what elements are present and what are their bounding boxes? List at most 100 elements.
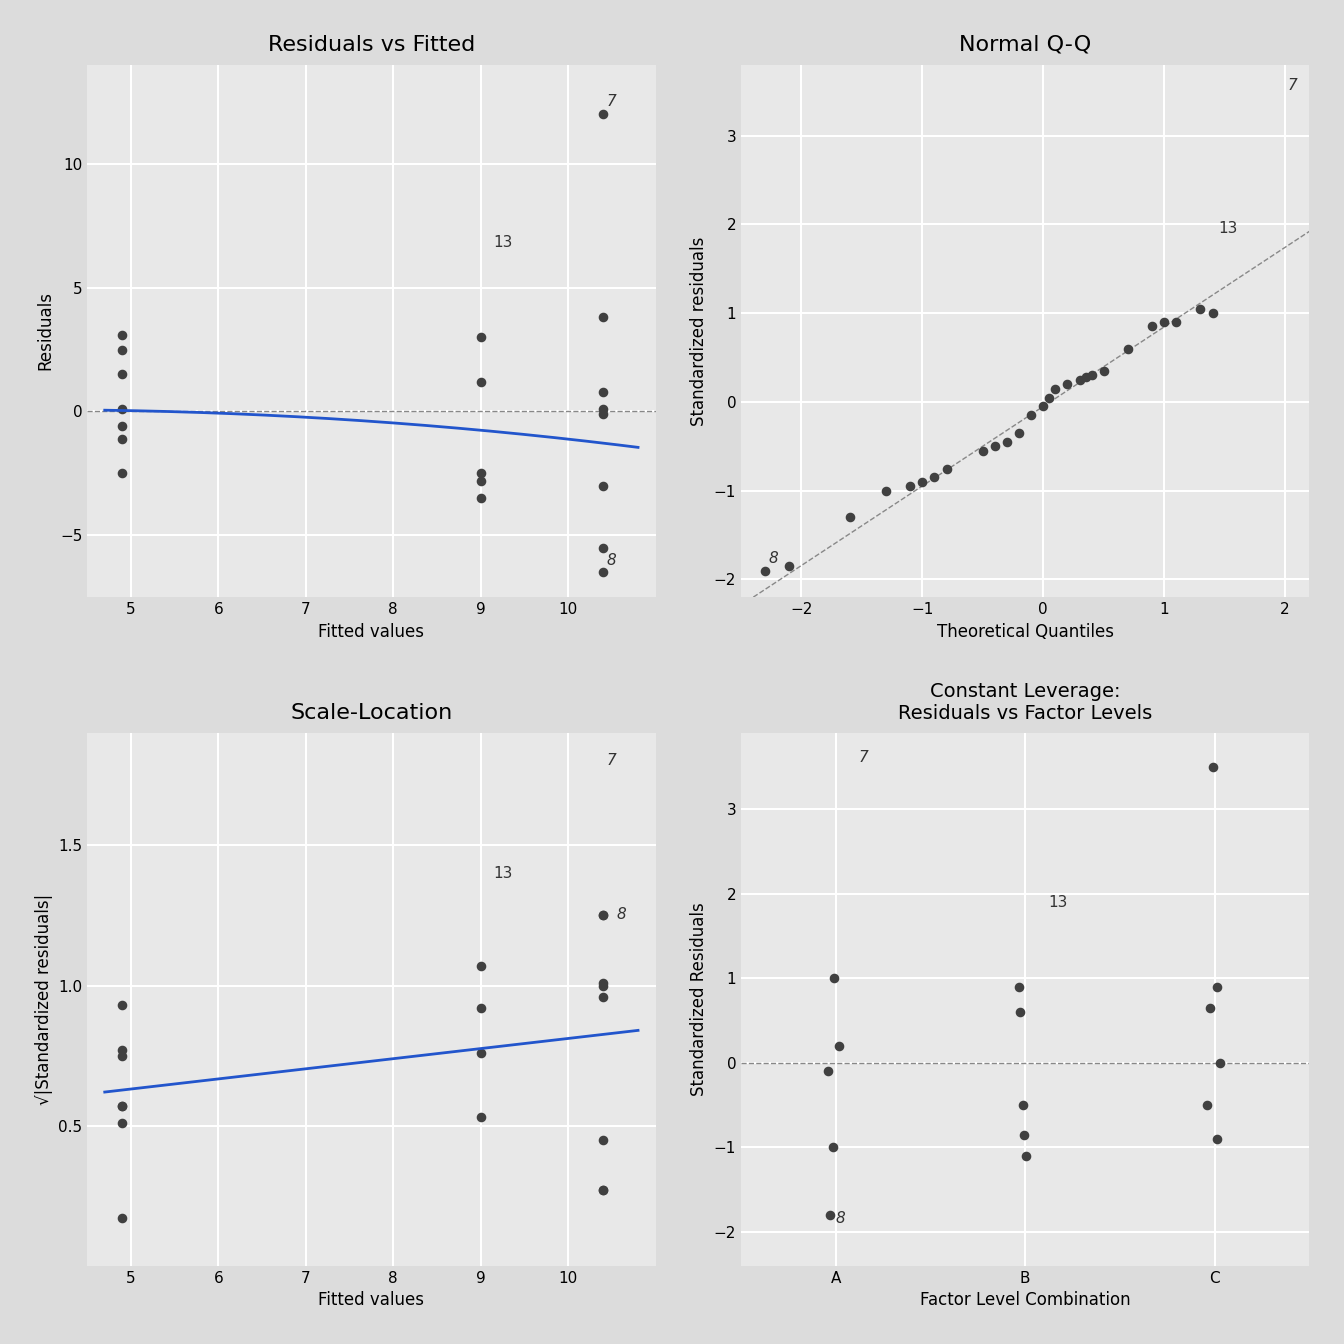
Text: 8: 8 [616,907,626,922]
Point [470,997,492,1019]
Point [112,1095,133,1117]
Point [1015,1145,1036,1167]
Point [1210,1052,1231,1074]
Point [1202,302,1223,324]
Point [828,1035,849,1056]
Point [112,1039,133,1060]
Point [996,431,1017,453]
Point [112,339,133,360]
Point [112,1044,133,1066]
X-axis label: Fitted values: Fitted values [319,1292,425,1309]
Point [839,507,860,528]
Point [593,380,614,402]
Point [1141,316,1163,337]
Point [112,1111,133,1133]
Point [1056,374,1078,395]
Point [824,968,845,989]
Point [1207,1129,1228,1150]
Point [1044,378,1066,399]
Text: 13: 13 [493,235,513,250]
Text: 13: 13 [1219,222,1238,237]
Y-axis label: √|Standardized residuals|: √|Standardized residuals| [35,894,52,1105]
Point [593,986,614,1008]
Point [1009,1001,1031,1023]
Y-axis label: Residuals: Residuals [36,292,55,371]
X-axis label: Factor Level Combination: Factor Level Combination [919,1292,1130,1309]
Y-axis label: Standardized Residuals: Standardized Residuals [691,903,708,1097]
Point [593,474,614,496]
Title: Normal Q-Q: Normal Q-Q [960,35,1091,55]
Text: 8: 8 [769,551,778,566]
Point [911,472,933,493]
Point [820,1204,841,1226]
Point [112,415,133,437]
Point [1093,360,1114,382]
Point [984,435,1005,457]
Point [1068,370,1090,391]
Point [470,488,492,509]
Point [470,470,492,492]
Text: 7: 7 [606,94,616,109]
Point [1165,312,1187,333]
Point [470,371,492,392]
Point [112,462,133,484]
Point [1032,395,1054,417]
Point [112,1095,133,1117]
Text: 7: 7 [859,750,868,765]
Point [1008,422,1030,444]
Point [470,462,492,484]
X-axis label: Theoretical Quantiles: Theoretical Quantiles [937,622,1114,641]
Title: Residuals vs Fitted: Residuals vs Fitted [267,35,474,55]
Point [875,480,896,501]
Text: 13: 13 [493,866,513,880]
Title: Scale-Location: Scale-Location [290,703,453,723]
Point [1013,1124,1035,1145]
Point [778,555,800,577]
Text: 13: 13 [1048,895,1067,910]
Point [1207,976,1228,997]
Point [593,972,614,993]
Point [593,905,614,926]
Point [1117,337,1138,359]
Point [470,956,492,977]
Point [593,1180,614,1202]
Point [593,398,614,419]
Point [112,427,133,449]
Point [935,458,957,480]
Point [1196,1094,1218,1116]
Point [470,1042,492,1063]
Point [754,560,775,582]
Point [593,538,614,559]
Point [112,363,133,384]
Point [1075,367,1097,388]
Point [1008,976,1030,997]
Point [1081,364,1102,386]
Y-axis label: Standardized residuals: Standardized residuals [691,237,708,426]
Point [1199,997,1220,1019]
Point [112,1207,133,1228]
Point [1189,298,1211,320]
Text: 8: 8 [606,552,616,567]
Point [972,439,993,461]
Point [593,103,614,125]
Point [593,1129,614,1150]
Point [1203,757,1224,778]
Point [1012,1094,1034,1116]
Point [593,403,614,425]
Text: 7: 7 [606,753,616,767]
Point [112,398,133,419]
Point [593,306,614,328]
Point [593,1180,614,1202]
Text: 7: 7 [1288,78,1297,93]
Point [923,466,945,488]
Point [112,995,133,1016]
Point [112,324,133,345]
Point [593,562,614,583]
Point [817,1060,839,1082]
Point [1020,405,1042,426]
X-axis label: Fitted values: Fitted values [319,622,425,641]
Point [1039,387,1060,409]
Point [899,476,921,497]
Point [593,974,614,996]
Point [593,905,614,926]
